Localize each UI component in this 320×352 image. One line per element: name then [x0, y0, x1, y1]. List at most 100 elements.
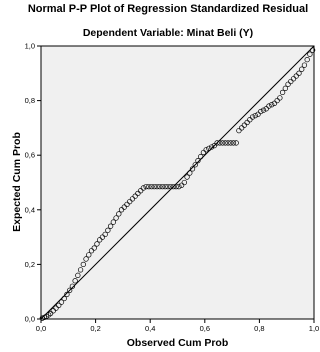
data-point [83, 256, 89, 262]
data-point [140, 185, 147, 191]
y-tick-label: 0,2 [25, 260, 35, 269]
data-point [88, 248, 95, 254]
data-point [80, 261, 86, 268]
data-point [75, 272, 81, 278]
data-point [170, 183, 177, 190]
data-point [102, 231, 108, 238]
data-point [225, 140, 231, 146]
x-tick-label: 0,4 [145, 324, 155, 333]
data-point [293, 73, 299, 79]
data-point [154, 183, 160, 190]
data-point [64, 291, 70, 298]
data-point [61, 295, 67, 302]
data-point [86, 252, 92, 258]
data-point [230, 140, 237, 146]
data-point [99, 234, 106, 240]
data-point [94, 241, 100, 247]
data-point [249, 114, 256, 120]
data-point [282, 85, 288, 91]
data-point [241, 122, 248, 128]
data-point [129, 196, 136, 202]
data-point [263, 106, 269, 112]
data-point [58, 299, 65, 305]
data-point [200, 149, 207, 156]
data-point [304, 57, 310, 63]
x-tick-label: 0,0 [36, 324, 46, 333]
x-tick-label: 0,8 [254, 324, 264, 333]
data-point [296, 70, 302, 76]
data-point [217, 140, 223, 146]
x-tick-label: 1,0 [309, 324, 319, 333]
data-point [127, 198, 133, 205]
data-point [222, 140, 228, 146]
data-point [113, 215, 119, 221]
data-point [269, 102, 275, 108]
y-tick-label: 0,8 [25, 96, 35, 105]
data-point [157, 183, 163, 190]
data-point [266, 103, 272, 109]
data-point [228, 140, 234, 146]
data-point [285, 81, 291, 87]
data-point [198, 153, 204, 160]
data-point [181, 179, 187, 186]
data-point [233, 140, 239, 146]
data-point [260, 107, 267, 113]
data-point [288, 78, 294, 85]
data-point [91, 245, 97, 251]
chart-title: Normal P-P Plot of Regression Standardiz… [28, 3, 308, 15]
data-point [279, 89, 286, 96]
data-point [214, 140, 220, 146]
data-point [184, 174, 190, 180]
data-point [168, 183, 174, 190]
data-point [146, 183, 152, 190]
data-point [192, 162, 198, 168]
data-point [47, 310, 54, 317]
data-point [121, 204, 127, 210]
data-point [189, 166, 196, 172]
chart-subtitle: Dependent Variable: Minat Beli (Y) [83, 27, 253, 39]
y-tick-label: 0,4 [25, 205, 35, 214]
data-point [258, 108, 264, 115]
data-point [299, 66, 305, 72]
data-point [178, 182, 185, 188]
data-point [72, 278, 78, 284]
data-point [255, 111, 261, 117]
reference-line [40, 45, 315, 320]
y-axis-label: Expected Cum Prob [11, 132, 23, 232]
data-point [195, 158, 201, 164]
data-point [271, 100, 278, 106]
x-axis-label: Observed Cum Prob [127, 337, 229, 349]
data-point [132, 193, 138, 199]
data-point [309, 47, 316, 53]
data-point [219, 140, 226, 146]
data-point [206, 145, 212, 152]
data-point [151, 183, 157, 190]
data-point [77, 267, 84, 273]
data-point [124, 201, 130, 207]
data-point [50, 308, 56, 314]
data-point [173, 183, 179, 190]
data-point [211, 142, 218, 149]
y-tick-label: 0,0 [25, 315, 35, 324]
data-point [97, 237, 103, 243]
data-point [307, 51, 313, 57]
data-point [244, 119, 250, 126]
data-point [239, 125, 245, 131]
data-point [203, 147, 209, 153]
data-point [116, 211, 122, 217]
data-point [53, 305, 59, 311]
data-point [110, 219, 116, 225]
data-point [137, 188, 144, 194]
data-point [135, 190, 141, 197]
data-point [208, 144, 215, 150]
data-point [236, 127, 242, 134]
data-point [301, 62, 308, 68]
data-point [67, 287, 73, 293]
data-point [274, 97, 280, 104]
data-point [56, 302, 62, 309]
x-tick-label: 0,6 [200, 324, 210, 333]
data-point [252, 112, 258, 119]
data-point [69, 283, 76, 289]
data-point [290, 76, 297, 82]
